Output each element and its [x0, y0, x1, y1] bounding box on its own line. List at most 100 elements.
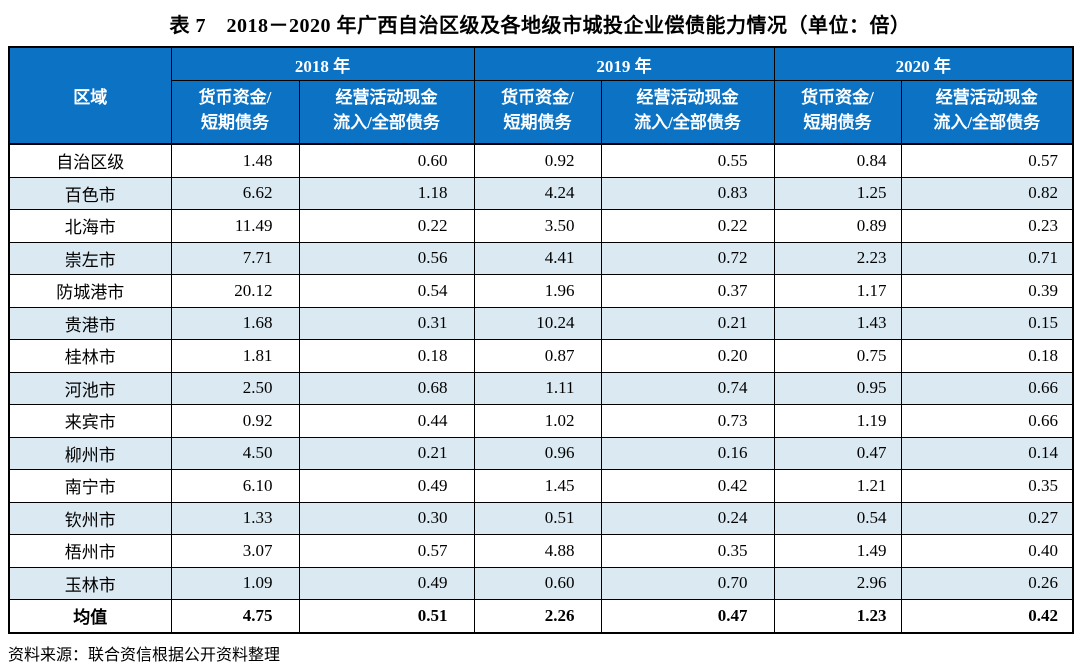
header-2020-cash-to-short-debt: 货币资金/ 短期债务: [773, 80, 902, 145]
value-cell: 2.96: [773, 566, 902, 600]
table-row: 柳州市 4.50 0.21 0.96 0.16 0.47 0.14: [8, 436, 1074, 470]
value-cell: 2.50: [170, 371, 300, 405]
value-cell: 0.96: [473, 436, 602, 470]
table-row: 贵港市 1.68 0.31 10.24 0.21 1.43 0.15: [8, 306, 1074, 340]
value-cell: 0.14: [900, 436, 1074, 470]
value-cell: 0.83: [600, 176, 775, 210]
value-cell: 0.75: [773, 339, 902, 373]
value-cell: 0.95: [773, 371, 902, 405]
table-row-mean: 均值 4.75 0.51 2.26 0.47 1.23 0.42: [8, 599, 1074, 633]
value-cell: 0.21: [298, 436, 475, 470]
value-cell: 0.60: [473, 566, 602, 600]
table-header: 区域 2018 年 2019 年 2020 年 货币资金/ 短期债务 经营活动现…: [8, 46, 1074, 145]
value-cell: 0.71: [900, 241, 1074, 275]
region-cell: 南宁市: [8, 469, 172, 503]
region-cell: 柳州市: [8, 436, 172, 470]
value-cell: 1.33: [170, 501, 300, 535]
region-cell: 防城港市: [8, 274, 172, 308]
value-cell: 1.18: [298, 176, 475, 210]
value-cell: 2.26: [473, 599, 602, 633]
value-cell: 0.55: [600, 143, 775, 178]
value-cell: 0.42: [900, 599, 1074, 633]
region-cell: 梧州市: [8, 534, 172, 568]
table-row: 钦州市 1.33 0.30 0.51 0.24 0.54 0.27: [8, 501, 1074, 535]
value-cell: 0.20: [600, 339, 775, 373]
value-cell: 0.84: [773, 143, 902, 178]
value-cell: 10.24: [473, 306, 602, 340]
region-cell: 来宾市: [8, 404, 172, 438]
header-year-row: 区域 2018 年 2019 年 2020 年: [8, 46, 1074, 145]
value-cell: 0.47: [773, 436, 902, 470]
value-cell: 0.16: [600, 436, 775, 470]
value-cell: 1.23: [773, 599, 902, 633]
table-row: 玉林市 1.09 0.49 0.60 0.70 2.96 0.26: [8, 566, 1074, 600]
header-2019-cash-to-short-debt: 货币资金/ 短期债务: [473, 80, 602, 145]
value-cell: 6.10: [170, 469, 300, 503]
value-cell: 0.44: [298, 404, 475, 438]
table-row: 百色市 6.62 1.18 4.24 0.83 1.25 0.82: [8, 176, 1074, 210]
value-cell: 0.18: [298, 339, 475, 373]
value-cell: 0.57: [900, 143, 1074, 178]
value-cell: 0.54: [298, 274, 475, 308]
header-year-2018: 2018 年: [170, 46, 475, 81]
region-cell: 桂林市: [8, 339, 172, 373]
table-row: 南宁市 6.10 0.49 1.45 0.42 1.21 0.35: [8, 469, 1074, 503]
value-cell: 0.26: [900, 566, 1074, 600]
header-year-2020: 2020 年: [773, 46, 1074, 81]
value-cell: 4.41: [473, 241, 602, 275]
value-cell: 1.43: [773, 306, 902, 340]
value-cell: 0.37: [600, 274, 775, 308]
value-cell: 0.66: [900, 404, 1074, 438]
table-body: 自治区级 1.48 0.60 0.92 0.55 0.84 0.57 百色市 6.62 1.18 4…: [8, 143, 1074, 633]
value-cell: 1.68: [170, 306, 300, 340]
region-cell: 玉林市: [8, 566, 172, 600]
value-cell: 0.47: [600, 599, 775, 633]
value-cell: 1.96: [473, 274, 602, 308]
value-cell: 0.30: [298, 501, 475, 535]
header-2020-opcash-to-total-debt: 经营活动现金 流入/全部债务: [900, 80, 1074, 145]
value-cell: 0.40: [900, 534, 1074, 568]
region-cell: 钦州市: [8, 501, 172, 535]
table-row: 北海市 11.49 0.22 3.50 0.22 0.89 0.23: [8, 209, 1074, 243]
value-cell: 4.24: [473, 176, 602, 210]
value-cell: 6.62: [170, 176, 300, 210]
source-note: 资料来源：联合资信根据公开资料整理: [8, 646, 281, 664]
value-cell: 0.89: [773, 209, 902, 243]
value-cell: 20.12: [170, 274, 300, 308]
value-cell: 1.45: [473, 469, 602, 503]
table-row: 崇左市 7.71 0.56 4.41 0.72 2.23 0.71: [8, 241, 1074, 275]
region-cell: 百色市: [8, 176, 172, 210]
value-cell: 0.74: [600, 371, 775, 405]
region-cell: 自治区级: [8, 143, 172, 178]
value-cell: 0.15: [900, 306, 1074, 340]
table-row: 防城港市 20.12 0.54 1.96 0.37 1.17 0.39: [8, 274, 1074, 308]
value-cell: 0.87: [473, 339, 602, 373]
value-cell: 0.72: [600, 241, 775, 275]
value-cell: 0.42: [600, 469, 775, 503]
value-cell: 0.51: [473, 501, 602, 535]
value-cell: 0.66: [900, 371, 1074, 405]
table-row: 自治区级 1.48 0.60 0.92 0.55 0.84 0.57: [8, 143, 1074, 178]
value-cell: 1.49: [773, 534, 902, 568]
region-cell: 北海市: [8, 209, 172, 243]
value-cell: 0.49: [298, 469, 475, 503]
table-row: 来宾市 0.92 0.44 1.02 0.73 1.19 0.66: [8, 404, 1074, 438]
table-row: 桂林市 1.81 0.18 0.87 0.20 0.75 0.18: [8, 339, 1074, 373]
region-cell: 崇左市: [8, 241, 172, 275]
header-2019-opcash-to-total-debt: 经营活动现金 流入/全部债务: [600, 80, 775, 145]
header-2018-opcash-to-total-debt: 经营活动现金 流入/全部债务: [298, 80, 475, 145]
value-cell: 0.35: [600, 534, 775, 568]
value-cell: 3.50: [473, 209, 602, 243]
table-row: 河池市 2.50 0.68 1.11 0.74 0.95 0.66: [8, 371, 1074, 405]
header-subcolumn-row: 货币资金/ 短期债务 经营活动现金 流入/全部债务 货币资金/ 短期债务 经营活…: [9, 80, 1074, 145]
region-cell: 均值: [8, 599, 172, 633]
value-cell: 0.22: [298, 209, 475, 243]
header-year-2019: 2019 年: [473, 46, 775, 81]
value-cell: 3.07: [170, 534, 300, 568]
value-cell: 2.23: [773, 241, 902, 275]
value-cell: 0.51: [298, 599, 475, 633]
value-cell: 4.75: [170, 599, 300, 633]
value-cell: 11.49: [170, 209, 300, 243]
value-cell: 0.21: [600, 306, 775, 340]
